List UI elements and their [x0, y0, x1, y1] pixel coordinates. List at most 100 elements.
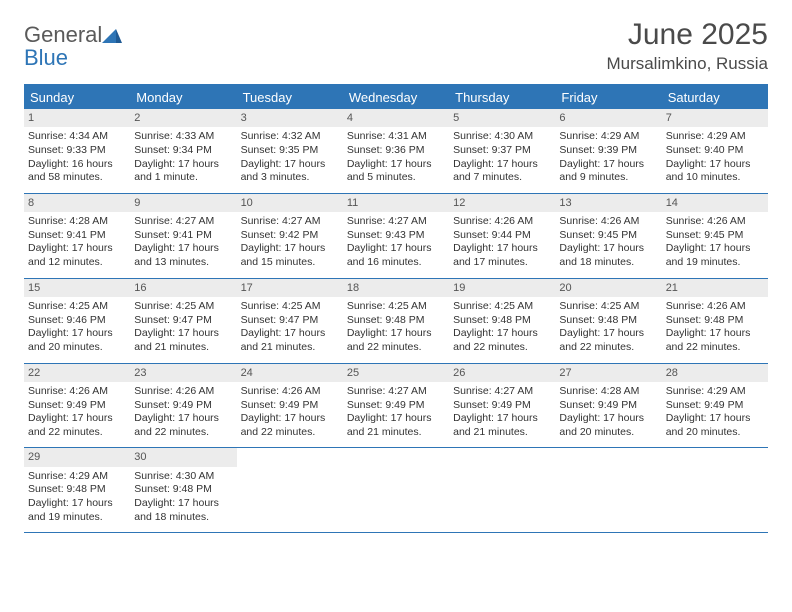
daylight-text: Daylight: 17 hours and 21 minutes. [347, 412, 445, 439]
day-number: 17 [237, 279, 343, 297]
sunset-text: Sunset: 9:49 PM [347, 399, 445, 413]
day-cell: 29Sunrise: 4:29 AMSunset: 9:48 PMDayligh… [24, 448, 130, 532]
week-row: 29Sunrise: 4:29 AMSunset: 9:48 PMDayligh… [24, 448, 768, 533]
daylight-text: Daylight: 17 hours and 22 minutes. [666, 327, 764, 354]
day-number: 10 [237, 194, 343, 212]
day-cell: 7 Sunrise: 4:29 AMSunset: 9:40 PMDaylight… [662, 109, 768, 193]
day-cell: 23Sunrise: 4:26 AMSunset: 9:49 PMDayligh… [130, 364, 236, 448]
sunrise-text: Sunrise: 4:27 AM [241, 215, 339, 229]
day-number: 12 [449, 194, 555, 212]
day-number: 14 [662, 194, 768, 212]
weekday-header: Tuesday [237, 86, 343, 109]
day-number: 23 [130, 364, 236, 382]
sunset-text: Sunset: 9:47 PM [134, 314, 232, 328]
sunset-text: Sunset: 9:41 PM [134, 229, 232, 243]
day-number: 4 [343, 109, 449, 127]
day-cell: 2Sunrise: 4:33 AMSunset: 9:34 PMDaylight… [130, 109, 236, 193]
sunset-text: Sunset: 9:48 PM [666, 314, 764, 328]
day-number: 26 [449, 364, 555, 382]
daylight-text: Daylight: 17 hours and 10 minutes. [666, 158, 764, 185]
sunset-text: Sunset: 9:35 PM [241, 144, 339, 158]
day-cell: 26Sunrise: 4:27 AMSunset: 9:49 PMDayligh… [449, 364, 555, 448]
day-cell: 24 Sunrise: 4:26 AMSunset: 9:49 PMDayligh… [237, 364, 343, 448]
sunset-text: Sunset: 9:42 PM [241, 229, 339, 243]
sunrise-text: Sunrise: 4:34 AM [28, 130, 126, 144]
day-cell: 13Sunrise: 4:26 AMSunset: 9:45 PMDayligh… [555, 194, 661, 278]
brand-text: General Blue [24, 24, 122, 69]
daylight-text: Daylight: 17 hours and 22 minutes. [241, 412, 339, 439]
day-number: 13 [555, 194, 661, 212]
day-cell-empty [555, 448, 661, 532]
daylight-text: Daylight: 17 hours and 13 minutes. [134, 242, 232, 269]
daylight-text: Daylight: 17 hours and 21 minutes. [453, 412, 551, 439]
daylight-text: Daylight: 17 hours and 5 minutes. [347, 158, 445, 185]
sunrise-text: Sunrise: 4:27 AM [347, 385, 445, 399]
day-number: 24 [237, 364, 343, 382]
day-number: 3 [237, 109, 343, 127]
day-cell: 20Sunrise: 4:25 AMSunset: 9:48 PMDayligh… [555, 279, 661, 363]
day-number: 2 [130, 109, 236, 127]
sunset-text: Sunset: 9:40 PM [666, 144, 764, 158]
sunset-text: Sunset: 9:49 PM [241, 399, 339, 413]
sunrise-text: Sunrise: 4:26 AM [134, 385, 232, 399]
week-row: 1Sunrise: 4:34 AMSunset: 9:33 PMDaylight… [24, 109, 768, 194]
daylight-text: Daylight: 17 hours and 22 minutes. [559, 327, 657, 354]
daylight-text: Daylight: 17 hours and 22 minutes. [347, 327, 445, 354]
sunset-text: Sunset: 9:49 PM [134, 399, 232, 413]
day-number: 1 [24, 109, 130, 127]
sunrise-text: Sunrise: 4:29 AM [666, 130, 764, 144]
day-cell: 17Sunrise: 4:25 AMSunset: 9:47 PMDayligh… [237, 279, 343, 363]
day-cell: 4Sunrise: 4:31 AMSunset: 9:36 PMDaylight… [343, 109, 449, 193]
sunset-text: Sunset: 9:48 PM [28, 483, 126, 497]
brand-word2: Blue [24, 45, 68, 70]
day-number: 7 [662, 109, 768, 127]
sunset-text: Sunset: 9:48 PM [134, 483, 232, 497]
day-cell: 1Sunrise: 4:34 AMSunset: 9:33 PMDaylight… [24, 109, 130, 193]
sunrise-text: Sunrise: 4:26 AM [666, 215, 764, 229]
day-cell: 16Sunrise: 4:25 AMSunset: 9:47 PMDayligh… [130, 279, 236, 363]
day-number: 21 [662, 279, 768, 297]
sunrise-text: Sunrise: 4:32 AM [241, 130, 339, 144]
day-cell: 18Sunrise: 4:25 AMSunset: 9:48 PMDayligh… [343, 279, 449, 363]
daylight-text: Daylight: 17 hours and 21 minutes. [134, 327, 232, 354]
month-title: June 2025 [606, 18, 768, 52]
day-number: 28 [662, 364, 768, 382]
day-cell-empty [449, 448, 555, 532]
brand-logo: General Blue [24, 18, 122, 69]
day-cell-empty [662, 448, 768, 532]
sunrise-text: Sunrise: 4:26 AM [241, 385, 339, 399]
day-number: 27 [555, 364, 661, 382]
weekday-header-row: Sunday Monday Tuesday Wednesday Thursday… [24, 86, 768, 109]
title-block: June 2025 Mursalimkino, Russia [606, 18, 768, 74]
weekday-header: Sunday [24, 86, 130, 109]
sunset-text: Sunset: 9:49 PM [453, 399, 551, 413]
day-cell: 11Sunrise: 4:27 AMSunset: 9:43 PMDayligh… [343, 194, 449, 278]
sunrise-text: Sunrise: 4:28 AM [559, 385, 657, 399]
sunrise-text: Sunrise: 4:33 AM [134, 130, 232, 144]
sunset-text: Sunset: 9:49 PM [559, 399, 657, 413]
brand-sail-icon [102, 25, 122, 47]
daylight-text: Daylight: 17 hours and 22 minutes. [28, 412, 126, 439]
day-cell: 3Sunrise: 4:32 AMSunset: 9:35 PMDaylight… [237, 109, 343, 193]
day-number: 22 [24, 364, 130, 382]
daylight-text: Daylight: 17 hours and 16 minutes. [347, 242, 445, 269]
day-cell: 12Sunrise: 4:26 AMSunset: 9:44 PMDayligh… [449, 194, 555, 278]
day-cell-empty [237, 448, 343, 532]
sunset-text: Sunset: 9:45 PM [666, 229, 764, 243]
weekday-header: Friday [555, 86, 661, 109]
weeks-container: 1Sunrise: 4:34 AMSunset: 9:33 PMDaylight… [24, 109, 768, 533]
week-row: 8Sunrise: 4:28 AMSunset: 9:41 PMDaylight… [24, 194, 768, 279]
day-number: 15 [24, 279, 130, 297]
sunset-text: Sunset: 9:49 PM [666, 399, 764, 413]
sunrise-text: Sunrise: 4:25 AM [453, 300, 551, 314]
sunrise-text: Sunrise: 4:27 AM [347, 215, 445, 229]
daylight-text: Daylight: 17 hours and 12 minutes. [28, 242, 126, 269]
sunrise-text: Sunrise: 4:26 AM [666, 300, 764, 314]
sunrise-text: Sunrise: 4:29 AM [666, 385, 764, 399]
daylight-text: Daylight: 17 hours and 19 minutes. [28, 497, 126, 524]
day-cell: 19Sunrise: 4:25 AMSunset: 9:48 PMDayligh… [449, 279, 555, 363]
sunrise-text: Sunrise: 4:28 AM [28, 215, 126, 229]
day-number: 18 [343, 279, 449, 297]
weekday-header: Monday [130, 86, 236, 109]
header: General Blue June 2025 Mursalimkino, Rus… [24, 18, 768, 74]
